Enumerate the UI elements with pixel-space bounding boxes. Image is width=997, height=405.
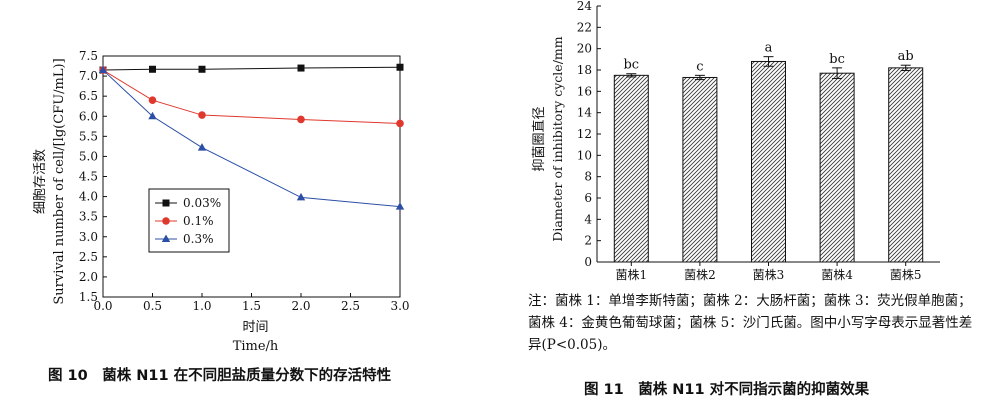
figure-10-caption: 图 10 菌株 N11 在不同胆盐质量分数下的存活特性 [48, 368, 392, 384]
series-line [102, 66, 401, 71]
data-point [98, 65, 108, 74]
y-tick-label: 8 [584, 170, 592, 184]
series-2 [98, 65, 405, 210]
data-point [297, 115, 305, 124]
series-line [102, 69, 401, 208]
y-tick-label: 0 [584, 255, 592, 269]
y-tick-label: 2.0 [79, 270, 98, 284]
legend-marker [162, 199, 170, 207]
y-tick-label: 4.5 [79, 170, 98, 184]
y-tick-label: 3.0 [79, 230, 98, 244]
y-tick-label: 2 [584, 234, 592, 248]
x-axis-label: Time/h [233, 339, 279, 354]
figure-11: 0 2 4 6 8 10 12 14 16 18 20 22 24 抑菌圈直径 Diameter of in… [520, 0, 997, 405]
data-point [395, 202, 405, 210]
legend-label: 0.03% [183, 196, 221, 210]
y-tick-label: 1.5 [79, 290, 98, 304]
figure-11-note: 注：菌株 1：单增李斯特菌；菌株 2：大肠杆菌；菌株 3：荧光假单胞菌；菌株 4… [528, 293, 973, 353]
data-point [149, 65, 156, 73]
y-tick-label: 6 [584, 191, 592, 205]
y-tick-label: 4 [584, 212, 592, 226]
series-0 [99, 63, 404, 74]
y-tick-label: 20 [577, 42, 592, 56]
x-tick-label: 0.0 [93, 299, 112, 313]
x-tick-label: 1.5 [242, 299, 261, 313]
significance-label: a [765, 41, 773, 56]
x-tick-label: 2.5 [341, 299, 360, 313]
x-tick-label: 菌株3 [753, 267, 785, 282]
data-point [198, 65, 206, 73]
significance-label: c [696, 59, 703, 74]
y-tick-label: 5.5 [79, 129, 98, 143]
y-axis-label: Survival number of cell/[lg(CFU/mL)] [52, 58, 67, 304]
data-point [197, 143, 207, 151]
bar [613, 74, 649, 263]
y-axis-label: Diameter of inhibitory cycle/mm [550, 36, 565, 241]
bar [888, 67, 924, 263]
y-tick-label: 18 [577, 63, 592, 77]
y-tick-label: 7.5 [79, 49, 98, 63]
legend-marker [161, 234, 171, 242]
significance-label: bc [623, 58, 639, 73]
x-tick-label: 菌株5 [890, 267, 922, 282]
significance-label: bc [829, 52, 845, 67]
x-tick-label: 菌株4 [821, 267, 853, 282]
y-axis-label-cn: 抑菌圈直径 [532, 106, 547, 171]
y-tick-label: 6.5 [79, 89, 98, 103]
figure-11-caption: 图 11 菌株 N11 对不同指示菌的抑菌效果 [584, 382, 870, 398]
x-tick-label: 菌株2 [684, 267, 716, 282]
data-point [148, 96, 157, 104]
y-axis-label-cn: 细胞存活数 [33, 149, 48, 214]
legend-label: 0.3% [183, 232, 214, 246]
legend-marker [162, 217, 170, 225]
data-point [198, 111, 206, 119]
y-tick-label: 5.0 [79, 149, 98, 163]
y-tick-label: 22 [577, 20, 592, 34]
bar [819, 72, 855, 263]
y-tick-label: 16 [577, 84, 592, 98]
bar [682, 76, 718, 263]
survival-line-chart: 1.5 2.0 2.5 3.0 3.5 4.0 4.5 5.0 5.5 6.0 6.5 7.0 7.5 0… [33, 49, 410, 354]
series-line [102, 69, 401, 124]
series-1 [99, 66, 404, 128]
x-tick-label: 0.5 [143, 299, 162, 313]
y-tick-label: 2.5 [79, 250, 98, 264]
figure-10: 1.5 2.0 2.5 3.0 3.5 4.0 4.5 5.0 5.5 6.0 6.5 7.0 7.5 0… [33, 49, 410, 354]
bar [751, 60, 786, 263]
y-tick-label: 6.0 [79, 109, 98, 123]
y-tick-label: 3.5 [79, 210, 98, 224]
y-tick-label: 4.0 [79, 190, 98, 204]
x-tick-label: 1.0 [192, 299, 211, 313]
data-point [297, 64, 305, 72]
data-point [396, 119, 404, 128]
y-tick-label: 7.0 [79, 69, 98, 83]
y-tick-label: 12 [577, 127, 592, 141]
x-axis-label-cn: 时间 [242, 320, 268, 335]
legend: 0.03% 0.1% 0.3% [148, 188, 230, 253]
data-point [148, 111, 157, 120]
y-tick-label: 24 [577, 0, 593, 13]
x-tick-label: 菌株1 [615, 267, 647, 282]
y-tick-label: 10 [577, 148, 592, 162]
data-point [396, 63, 404, 71]
x-tick-label: 3.0 [390, 299, 409, 313]
y-tick-label: 14 [577, 106, 593, 120]
legend-label: 0.1% [183, 214, 214, 228]
significance-label: ab [898, 49, 914, 64]
x-tick-label: 2.0 [291, 299, 310, 313]
data-point [296, 192, 306, 201]
plot-frame [102, 55, 401, 298]
